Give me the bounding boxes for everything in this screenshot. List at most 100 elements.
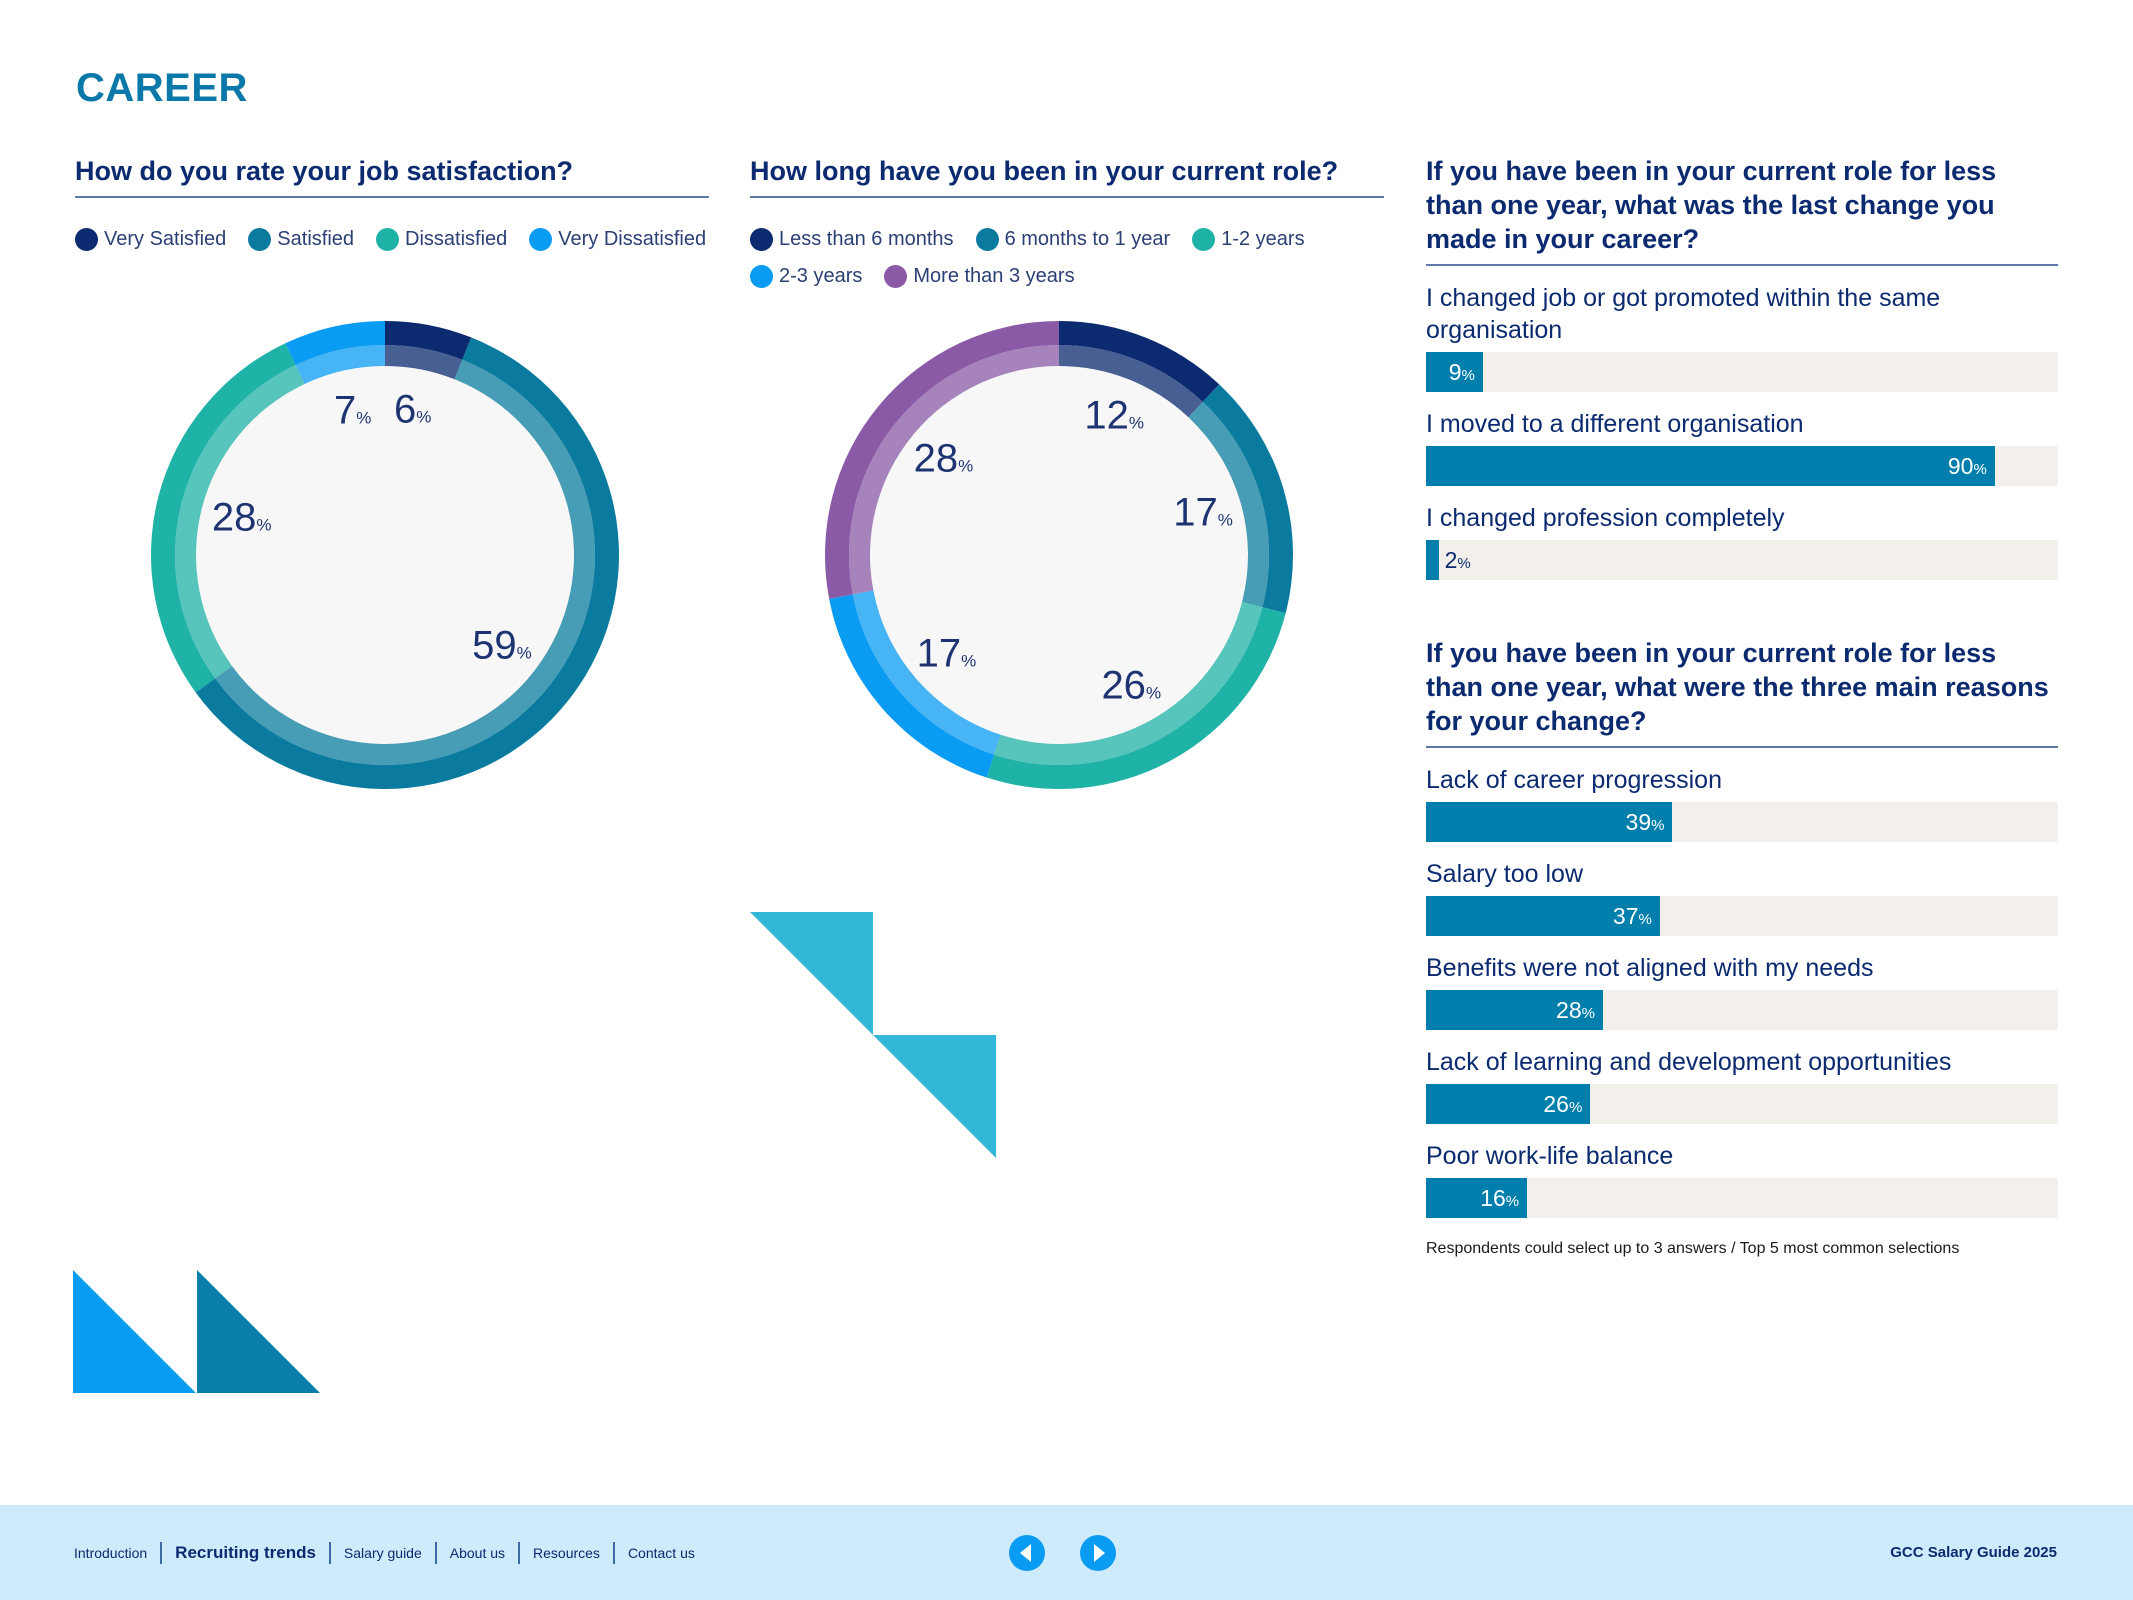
donut-slice-inner	[175, 364, 305, 679]
legend-dot-icon	[750, 228, 773, 251]
donut-value-label: 59%	[472, 623, 532, 668]
bar-category-label: I changed profession completely	[1426, 504, 1785, 532]
footer-nav-link[interactable]: Introduction	[74, 1544, 148, 1561]
bar	[1426, 540, 1439, 580]
current-role-donut-chart: 12% 17% 26% 17% 28%	[824, 320, 1294, 790]
current-role-question: How long have you been in your current r…	[750, 154, 1384, 198]
bar-row: Salary too low 37%	[1426, 858, 2058, 936]
donut-value-label: 28%	[913, 436, 974, 481]
donut-svg	[151, 321, 620, 789]
legend-label: Very Satisfied	[104, 228, 227, 250]
reasons-question: If you have been in your current role fo…	[1426, 636, 2058, 748]
legend-dot-icon	[975, 228, 999, 251]
legend-item: Satisfied	[248, 228, 354, 251]
donut-value-label: 7%	[334, 388, 372, 433]
bar-value-label: 28%	[1556, 997, 1595, 1023]
bar-category-label: Lack of learning and development opportu…	[1426, 1048, 1952, 1076]
donut-value-label: 17%	[916, 631, 977, 676]
bar-track: 39%	[1426, 802, 2058, 842]
donut-slice	[151, 343, 296, 693]
next-page-button[interactable]	[1079, 1534, 1117, 1572]
legend-dot-icon	[1192, 228, 1216, 251]
legend-label: Less than 6 months	[779, 228, 954, 250]
footer-nav-link[interactable]: Salary guide	[328, 1541, 435, 1564]
donut-center	[195, 365, 575, 745]
donut-slice	[986, 607, 1286, 789]
donut-slice	[385, 321, 472, 360]
footer-nav-link[interactable]: Recruiting trends	[160, 1541, 329, 1564]
page-title: CAREER	[76, 66, 248, 110]
bar-track: 90%	[1426, 446, 2058, 486]
legend-item: Very Dissatisfied	[529, 228, 706, 251]
bar-track: 26%	[1426, 1084, 2058, 1124]
legend-item: More than 3 years	[884, 265, 1075, 288]
donut-slice-inner	[385, 345, 463, 380]
bar-value-label: 2%	[1444, 547, 1471, 573]
bar	[1426, 446, 1995, 486]
donut-center	[869, 365, 1249, 745]
legend-label: Satisfied	[277, 228, 355, 250]
donut-value-label: 26%	[1101, 663, 1162, 708]
deco-triangle	[750, 912, 873, 1035]
bar-row: I moved to a different organisation 90%	[1426, 408, 2058, 486]
satisfaction-donut-chart: 6% 59% 28% 7%	[150, 320, 620, 790]
donut-slice	[285, 321, 385, 365]
legend-item: 1-2 years	[1192, 228, 1305, 251]
bar	[1426, 990, 1603, 1030]
reasons-section: If you have been in your current role fo…	[1426, 636, 2058, 1258]
legend-item: Dissatisfied	[376, 228, 507, 251]
bar-row: Poor work-life balance 16%	[1426, 1140, 2058, 1218]
bar-value-label: 37%	[1612, 903, 1652, 929]
legend-label: 6 months to 1 year	[1004, 228, 1171, 250]
donut-slice-inner	[852, 590, 1001, 755]
bar	[1426, 1178, 1528, 1218]
donut-slice-inner	[1188, 401, 1269, 608]
bar-value-label: 26%	[1543, 1091, 1583, 1117]
bar-track: 28%	[1426, 990, 2058, 1030]
bar-track: 2%	[1426, 540, 2058, 580]
last-change-question: If you have been in your current role fo…	[1426, 154, 2058, 266]
legend-label: More than 3 years	[913, 265, 1075, 287]
legend-dot-icon	[376, 228, 400, 251]
legend-item: Less than 6 months	[750, 228, 954, 251]
previous-page-button[interactable]	[1008, 1534, 1046, 1572]
bar-category-label: I moved to a different organisation	[1426, 410, 1804, 438]
bar-row: Benefits were not aligned with my needs 2…	[1426, 952, 2058, 1030]
bar-value-label: 39%	[1625, 809, 1665, 835]
legend-item: 6 months to 1 year	[975, 228, 1171, 251]
footer-nav-link[interactable]: About us	[434, 1541, 518, 1564]
current-role-section: How long have you been in your current r…	[750, 154, 1384, 288]
bar	[1426, 896, 1660, 936]
bar-value-label: 90%	[1947, 453, 1987, 479]
donut-slice-inner	[295, 345, 385, 384]
bar-value-label: 9%	[1448, 359, 1475, 385]
legend-item: 2-3 years	[750, 265, 862, 288]
donut-slice-inner	[1059, 345, 1203, 418]
donut-slice	[1059, 321, 1220, 402]
donut-value-label: 12%	[1084, 393, 1145, 438]
bar-row: I changed job or got promoted within the…	[1426, 282, 2058, 392]
current-role-legend: Less than 6 months 6 months to 1 year 1-2 …	[750, 228, 1384, 288]
decorative-triangles-bottom-left	[73, 1270, 320, 1393]
donut-slice	[825, 321, 1059, 599]
legend-dot-icon	[75, 228, 98, 251]
donut-slice-inner	[994, 602, 1263, 765]
footer-nav-link[interactable]: Contact us	[612, 1541, 708, 1564]
bar-category-label: Salary too low	[1426, 860, 1584, 888]
legend-label: 1-2 years	[1221, 228, 1305, 250]
brand-label: GCC Salary Guide 2025	[1890, 1544, 2057, 1561]
satisfaction-legend: Very Satisfied Satisfied Dissatisfied Very …	[75, 228, 709, 251]
bar	[1426, 802, 1673, 842]
legend-dot-icon	[750, 265, 773, 288]
bar-value-label: 16%	[1480, 1185, 1520, 1211]
donut-slice	[1202, 384, 1293, 614]
bar-category-label: Poor work-life balance	[1426, 1142, 1674, 1170]
legend-dot-icon	[248, 228, 272, 251]
legend-item: Very Satisfied	[75, 228, 226, 251]
bar-category-label: Benefits were not aligned with my needs	[1426, 954, 1874, 982]
donut-slice-inner	[849, 345, 1059, 595]
bar-row: I changed profession completely 2%	[1426, 502, 2058, 580]
reasons-footnote: Respondents could select up to 3 answers…	[1426, 1240, 1960, 1257]
footer-nav-link[interactable]: Resources	[518, 1541, 613, 1564]
deco-triangle	[73, 1270, 196, 1393]
